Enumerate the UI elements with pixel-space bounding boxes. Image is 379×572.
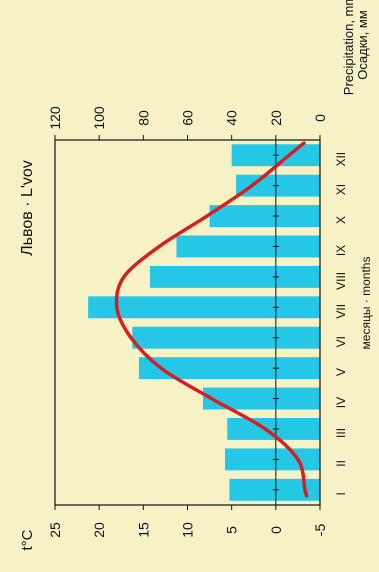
chart-title: Львов · L'vov — [19, 160, 36, 256]
precipitation-bars — [88, 144, 320, 501]
precipitation-tick-label: 40 — [224, 110, 240, 126]
precipitation-bar — [88, 296, 320, 319]
temperature-tick-label: 0 — [268, 526, 284, 534]
month-tick-label: II — [334, 460, 348, 467]
month-tick-label: X — [334, 216, 348, 224]
precipitation-tick-label: 100 — [91, 106, 107, 130]
precipitation-bar — [176, 235, 320, 258]
precipitation-axis-label-en: Precipitation, mm — [341, 0, 356, 95]
month-tick-label: III — [334, 428, 348, 438]
temperature-tick-label: 20 — [91, 522, 107, 538]
precipitation-bar — [132, 326, 320, 349]
temperature-tick-label: -5 — [312, 524, 328, 537]
month-tick-label: IX — [334, 245, 348, 256]
precipitation-tick-label: 20 — [268, 110, 284, 126]
precipitation-bar — [202, 387, 320, 410]
month-tick-label: VI — [334, 336, 348, 347]
month-tick-label: VII — [334, 304, 348, 319]
temperature-tick-label: 5 — [224, 526, 240, 534]
month-tick-label: XI — [334, 184, 348, 195]
temperature-tick-label: 25 — [47, 522, 63, 538]
precipitation-axis-label-ru: Осадки, мм — [355, 10, 370, 80]
precipitation-bar — [209, 205, 320, 227]
temperature-curve-group — [114, 141, 309, 498]
precipitation-tick-label: 80 — [135, 110, 151, 126]
precipitation-bar — [138, 357, 320, 380]
precipitation-bar — [149, 265, 320, 288]
month-tick-label: XII — [334, 152, 348, 167]
month-tick-label: V — [334, 368, 348, 376]
temperature-tick-label: 15 — [135, 522, 151, 538]
month-tick-label: I — [334, 492, 348, 495]
precipitation-bar — [225, 448, 320, 471]
precipitation-tick-label: 60 — [180, 110, 196, 126]
month-tick-label: VIII — [334, 272, 348, 290]
temperature-axis-label: t°C — [19, 529, 36, 550]
x-axis-label: месяцы · months — [359, 257, 373, 350]
month-tick-label: IV — [334, 397, 348, 408]
temperature-tick-label: 10 — [180, 522, 196, 538]
precipitation-tick-label: 120 — [47, 106, 63, 130]
precipitation-tick-label: 0 — [312, 114, 328, 122]
temperature-curve — [114, 141, 309, 498]
